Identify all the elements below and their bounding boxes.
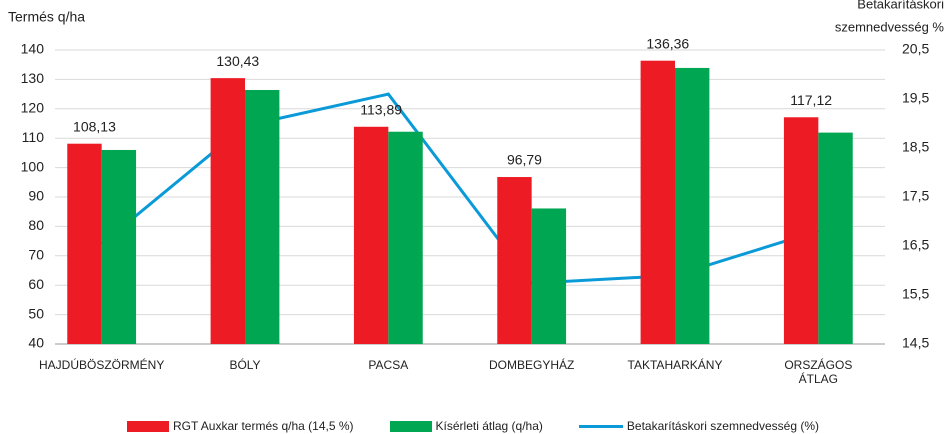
- y-tick-label: 120: [21, 100, 45, 116]
- y-tick-label: 40: [28, 335, 44, 351]
- bar: [783, 117, 819, 344]
- x-tick-label: DOMBEGYHÁZ: [488, 358, 575, 372]
- y-tick-label: 60: [28, 276, 44, 292]
- x-tick-label: ORSZÁGOS ÁTLAG: [784, 358, 853, 386]
- bar: [353, 126, 389, 344]
- legend-swatch: [578, 424, 623, 428]
- y2-tick-label: 14,5: [902, 335, 929, 351]
- bar: [67, 143, 102, 344]
- bar: [818, 132, 853, 344]
- y-tick-label: 100: [21, 158, 45, 174]
- bar: [675, 67, 710, 345]
- x-tick-label: TAKTAHARKÁNY: [627, 358, 723, 372]
- legend-item: RGT Auxkar termés q/ha (14,5 %): [127, 419, 354, 433]
- bar: [497, 177, 532, 344]
- y-axis-title: Termés q/ha: [8, 9, 85, 25]
- y2-axis-title: szemnedvesség %: [835, 19, 945, 34]
- bar: [101, 149, 137, 344]
- bar: [531, 208, 567, 344]
- line: [100, 92, 819, 285]
- y-tick-label: 140: [21, 41, 45, 57]
- legend-swatch: [127, 420, 169, 432]
- y2-tick-label: 15,5: [902, 286, 929, 302]
- y2-tick-label: 19,5: [902, 90, 929, 106]
- y-tick-label: 130: [21, 70, 45, 86]
- y-tick-label: 80: [28, 217, 44, 233]
- legend-label: Kísérleti átlag (q/ha): [435, 419, 543, 433]
- x-tick-label: BÓLY: [229, 358, 261, 372]
- bar: [388, 131, 423, 344]
- legend-item: Kísérleti átlag (q/ha): [389, 419, 543, 433]
- legend-label: RGT Auxkar termés q/ha (14,5 %): [173, 419, 354, 433]
- legend-swatch: [389, 420, 432, 432]
- y2-tick-label: 16,5: [902, 237, 929, 253]
- bar: [210, 78, 245, 344]
- legend: RGT Auxkar termés q/ha (14,5 %) Kísérleti…: [0, 419, 946, 433]
- y2-axis-title: Betakarításkori: [857, 0, 944, 11]
- x-tick-label: PACSA: [368, 358, 409, 372]
- y2-tick-label: 20,5: [902, 41, 929, 57]
- y-tick-label: 50: [28, 305, 44, 321]
- data-label: 130,43: [216, 53, 259, 69]
- y2-tick-label: 17,5: [902, 188, 929, 204]
- legend-label: Betakarításkori szemnedvesség (%): [626, 419, 819, 433]
- data-label: 136,36: [646, 35, 689, 51]
- y-tick-label: 90: [28, 188, 44, 204]
- bar: [640, 60, 675, 344]
- data-label: 108,13: [73, 118, 116, 134]
- data-label: 96,79: [507, 152, 542, 168]
- y-tick-label: 70: [28, 247, 44, 263]
- data-label: 113,89: [360, 101, 402, 117]
- data-label: 117,12: [790, 92, 832, 108]
- y-tick-label: 110: [22, 129, 45, 145]
- bar: [245, 89, 280, 344]
- y2-tick-label: 18,5: [902, 139, 929, 155]
- x-tick-label: HAJDÚBÖSZÖRMÉNY: [38, 358, 165, 372]
- legend-item: Betakarításkori szemnedvesség (%): [578, 419, 819, 433]
